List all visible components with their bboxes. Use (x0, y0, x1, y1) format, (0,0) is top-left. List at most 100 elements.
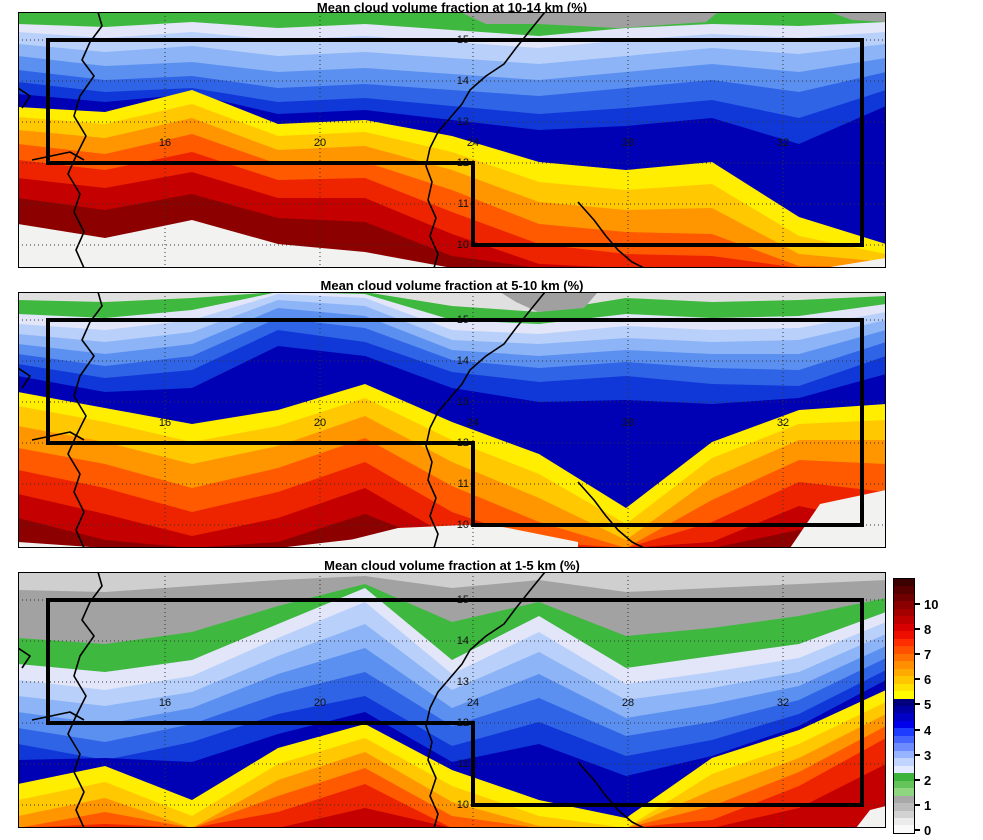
country-border-line (425, 572, 546, 828)
contour-band (18, 220, 886, 268)
lat-tick-label: 13 (457, 116, 469, 128)
lon-tick-label: 16 (159, 137, 171, 149)
lat-tick-label: 13 (457, 676, 469, 688)
lon-tick-label: 16 (159, 697, 171, 709)
panel-3-title: Mean cloud volume fraction at 1-5 km (%) (324, 558, 580, 573)
lat-tick-label: 14 (457, 635, 469, 647)
colorbar-block (894, 586, 914, 594)
lat-tick-label: 11 (458, 758, 469, 770)
panel-3: 16 20 24 28 32 15 14 13 12 11 10 (18, 572, 886, 828)
lon-tick-label: 24 (467, 417, 479, 429)
contour-patch (460, 12, 718, 28)
contour-patch (318, 524, 578, 548)
colorbar-block (894, 661, 914, 669)
lat-tick-label: 15 (457, 314, 469, 326)
contour-patch (500, 292, 598, 312)
contour-band (18, 462, 886, 548)
colorbar-block (894, 810, 914, 818)
country-border-line (18, 367, 31, 389)
colorbar-tick (915, 678, 920, 681)
colorbar-tick-label: 4 (924, 722, 932, 738)
country-border-line (425, 12, 546, 268)
colorbar-block (894, 773, 914, 781)
lat-tick-label: 10 (457, 239, 469, 251)
colorbar-tick-label: 2 (924, 772, 932, 788)
lat-tick-label: 10 (457, 519, 469, 531)
lat-tick-label: 12 (457, 157, 469, 169)
colorbar-block (894, 728, 914, 736)
lon-tick-label: 32 (777, 697, 789, 709)
colorbar-tick (915, 603, 920, 606)
colorbar-tick-label: 8 (924, 622, 932, 638)
colorbar-block (894, 608, 914, 617)
lat-tick-label: 15 (457, 594, 469, 606)
lat-tick-label: 14 (457, 75, 469, 87)
colorbar-block (894, 765, 914, 774)
colorbar-tick-label: 6 (924, 672, 932, 688)
country-border-line (425, 292, 546, 548)
contour-band (18, 702, 886, 828)
lon-tick-label: 28 (622, 697, 634, 709)
contour-band (18, 488, 886, 548)
lat-tick-label: 12 (457, 717, 469, 729)
country-border-line (67, 12, 103, 268)
colorbar-block (894, 780, 914, 789)
contour-patch (830, 12, 886, 22)
panel-1-title: Mean cloud volume fraction at 10-14 km (… (316, 0, 588, 15)
colorbar-tick (915, 753, 920, 756)
lon-tick-label: 28 (622, 417, 634, 429)
colorbar-block (894, 818, 914, 826)
colorbar-tick-label: 1 (924, 797, 932, 813)
lon-tick-label: 28 (622, 137, 634, 149)
lon-tick-label: 32 (777, 417, 789, 429)
colorbar-block (894, 788, 914, 796)
colorbar-block (894, 668, 914, 677)
colorbar-block (894, 795, 914, 804)
lon-tick-label: 16 (159, 417, 171, 429)
colorbar-block (894, 653, 914, 662)
colorbar-block (894, 735, 914, 744)
colorbar-block (894, 623, 914, 632)
panel-1-svg: 16 20 24 28 32 15 14 13 12 11 10 (18, 12, 886, 268)
colorbar-block (894, 601, 914, 609)
colorbar-block (894, 698, 914, 706)
colorbar-block (894, 616, 914, 624)
colorbar-block (894, 631, 914, 639)
panel-2-svg: 16 20 24 28 32 15 14 13 12 11 10 (18, 292, 886, 548)
panel-3-svg: 16 20 24 28 32 15 14 13 12 11 10 (18, 572, 886, 828)
panel-frame (18, 572, 886, 828)
colorbar (893, 578, 915, 834)
colorbar-tick-label: 5 (924, 697, 932, 713)
colorbar-tick (915, 778, 920, 781)
colorbar-block (894, 705, 914, 714)
colorbar-block (894, 803, 914, 811)
lat-tick-label: 11 (458, 478, 469, 490)
lat-tick-label: 14 (457, 355, 469, 367)
colorbar-tick (915, 828, 920, 831)
study-area-box (46, 38, 864, 247)
colorbar-block (894, 579, 914, 587)
lat-tick-label: 12 (457, 437, 469, 449)
contour-patch (856, 806, 886, 828)
colorbar-tick-label: 3 (924, 747, 932, 763)
colorbar-tick (915, 728, 920, 731)
colorbar-tick (915, 653, 920, 656)
panel-2: 16 20 24 28 32 15 14 13 12 11 10 (18, 292, 886, 548)
colorbar-block (894, 676, 914, 684)
colorbar-tick-label: 10 (924, 597, 939, 613)
study-area-box (46, 598, 864, 807)
lon-tick-label: 32 (777, 137, 789, 149)
lon-tick-label: 20 (314, 137, 326, 149)
panel-frame (18, 12, 886, 268)
lat-tick-label: 13 (457, 396, 469, 408)
lat-tick-label: 10 (457, 799, 469, 811)
colorbar-block (894, 691, 914, 699)
lat-tick-label: 15 (457, 34, 469, 46)
lon-tick-label: 20 (314, 697, 326, 709)
country-border-line (31, 431, 85, 441)
colorbar-tick (915, 628, 920, 631)
colorbar-tick (915, 703, 920, 706)
lon-tick-label: 24 (467, 137, 479, 149)
country-border-line (31, 711, 85, 721)
colorbar-block (894, 646, 914, 654)
